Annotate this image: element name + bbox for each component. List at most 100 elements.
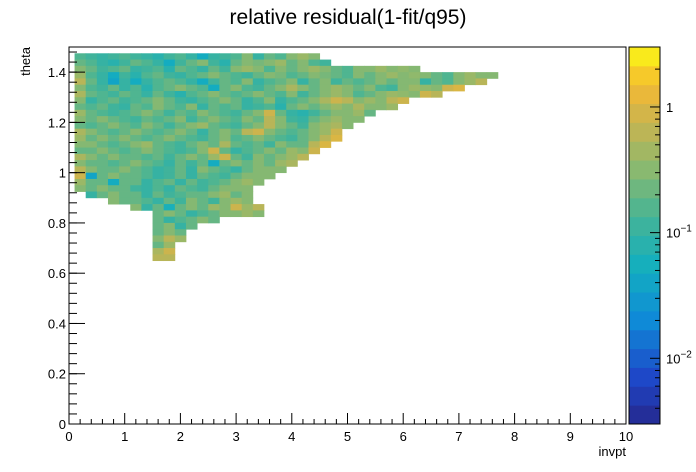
- heatmap-cell: [263, 103, 276, 111]
- heatmap-cell: [230, 84, 243, 92]
- heatmap-cell: [297, 90, 309, 98]
- heatmap-cell: [208, 116, 220, 123]
- heatmap-cell: [74, 109, 87, 117]
- heatmap-cell: [252, 59, 265, 67]
- heatmap-cell: [85, 53, 98, 60]
- heatmap-cell: [96, 191, 109, 199]
- heatmap-cell: [219, 116, 231, 123]
- heatmap-cell: [386, 90, 399, 98]
- colorbar-band: [629, 84, 660, 105]
- heatmap-cell: [119, 59, 131, 67]
- heatmap-cell: [119, 197, 131, 205]
- heatmap-cell: [263, 160, 276, 167]
- heatmap-cell: [286, 78, 298, 86]
- heatmap-cell: [308, 116, 321, 123]
- heatmap-cell: [219, 210, 231, 218]
- heatmap-cell: [85, 97, 98, 104]
- y-tick-label: 0.6: [48, 266, 66, 281]
- heatmap-cell: [308, 134, 321, 142]
- colorbar-band: [629, 47, 660, 67]
- colorbar-band: [629, 348, 660, 368]
- heatmap-cell: [308, 78, 321, 86]
- heatmap-cell: [341, 116, 354, 123]
- heatmap-cell: [353, 103, 365, 111]
- heatmap-cell: [74, 78, 87, 86]
- heatmap-cell: [208, 185, 220, 192]
- heatmap-cell: [208, 197, 220, 205]
- heatmap-cell: [107, 153, 120, 161]
- heatmap-cell: [319, 90, 332, 98]
- heatmap-cell: [197, 128, 209, 136]
- heatmap-cell: [252, 178, 265, 186]
- heatmap-cell: [252, 116, 265, 123]
- heatmap-cell: [252, 72, 265, 79]
- heatmap-cell: [275, 78, 287, 86]
- heatmap-cell: [241, 128, 254, 136]
- heatmap-cell: [297, 141, 309, 148]
- heatmap-cell: [208, 53, 220, 60]
- heatmap-cell: [230, 141, 243, 148]
- heatmap-cell: [252, 141, 265, 148]
- heatmap-cell: [230, 128, 243, 136]
- heatmap-cell: [308, 122, 321, 130]
- heatmap-cell: [286, 116, 298, 123]
- heatmap-cell: [263, 166, 276, 174]
- heatmap-cell: [241, 153, 254, 161]
- heatmap-cell: [230, 78, 243, 86]
- heatmap-cell: [263, 53, 276, 60]
- heatmap-cell: [364, 103, 376, 111]
- heatmap-cell: [330, 122, 343, 130]
- heatmap-cell: [419, 84, 432, 92]
- heatmap-cell: [252, 109, 265, 117]
- heatmap-cell: [319, 122, 332, 130]
- heatmap-cell: [174, 160, 187, 167]
- heatmap-cell: [141, 116, 153, 123]
- heatmap-cell: [230, 65, 243, 73]
- heatmap-cell: [341, 90, 354, 98]
- heatmap-cell: [96, 128, 109, 136]
- colorbar-tick-label: 1: [666, 100, 673, 115]
- heatmap-cell: [263, 141, 276, 148]
- heatmap-cell: [330, 109, 343, 117]
- heatmap-cell: [241, 141, 254, 148]
- x-tick-label: 6: [400, 429, 407, 444]
- heatmap-cell: [119, 72, 131, 79]
- heatmap-cell: [397, 97, 410, 104]
- heatmap-cell: [130, 116, 142, 123]
- heatmap-cell: [185, 216, 198, 224]
- heatmap-cell: [152, 160, 165, 167]
- heatmap-cell: [107, 109, 120, 117]
- heatmap-cell: [107, 172, 120, 180]
- heatmap-cell: [453, 72, 465, 79]
- heatmap-cell: [163, 229, 176, 236]
- heatmap-cell: [252, 160, 265, 167]
- heatmap-cell: [252, 78, 265, 86]
- heatmap-cell: [241, 160, 254, 167]
- heatmap-cell: [252, 134, 265, 142]
- heatmap-cell: [241, 53, 254, 60]
- heatmap-cell: [263, 128, 276, 136]
- heatmap-cell: [297, 53, 309, 60]
- heatmap-cell: [219, 103, 231, 111]
- heatmap-cell: [119, 172, 131, 180]
- heatmap-cell: [197, 116, 209, 123]
- heatmap-cell: [130, 197, 142, 205]
- heatmap-cell: [152, 254, 165, 262]
- heatmap-cell: [275, 103, 287, 111]
- heatmap-cell: [119, 166, 131, 174]
- heatmap-cell: [85, 160, 98, 167]
- heatmap-cell: [141, 78, 153, 86]
- heatmap-cell: [263, 147, 276, 155]
- heatmap-cell: [119, 116, 131, 123]
- heatmap-cell: [141, 204, 153, 211]
- heatmap-cell: [119, 84, 131, 92]
- heatmap-cell: [341, 78, 354, 86]
- heatmap-cell: [152, 128, 165, 136]
- heatmap-cell: [319, 128, 332, 136]
- heatmap-cell: [308, 103, 321, 111]
- heatmap-cell: [431, 72, 443, 79]
- heatmap-cell: [353, 78, 365, 86]
- heatmap-cell: [208, 65, 220, 73]
- heatmap-cell: [130, 72, 142, 79]
- heatmap-cell: [152, 248, 165, 255]
